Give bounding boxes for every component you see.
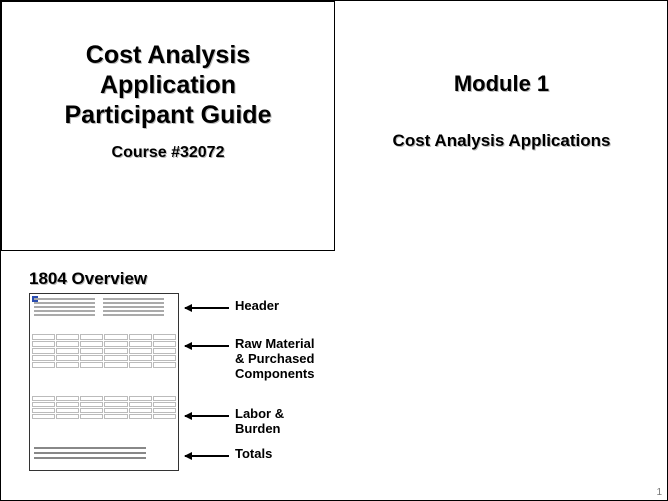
form-thumbnail — [29, 293, 179, 471]
thumb-rawmat-section — [32, 334, 176, 392]
callout-labor: Labor & Burden — [185, 407, 327, 437]
callout-label-totals: Totals — [235, 447, 272, 462]
thumb-header-section — [32, 296, 176, 330]
arrow-left-icon — [185, 415, 229, 417]
overview-diagram: Header Raw Material & Purchased Componen… — [29, 293, 327, 471]
page-number: 1 — [656, 487, 662, 498]
cover-title-line3: Participant Guide — [65, 101, 272, 129]
arrow-left-icon — [185, 455, 229, 457]
empty-panel: 1 — [335, 251, 668, 501]
cover-title-line1: Cost Analysis — [86, 41, 250, 69]
course-number: Course #32072 — [112, 144, 225, 162]
overview-panel: 1804 Overview — [1, 251, 335, 501]
cover-title: Cost Analysis Application Participant Gu… — [65, 40, 272, 130]
module-subtitle: Cost Analysis Applications — [393, 131, 611, 151]
thumb-totals-section — [32, 444, 176, 468]
arrow-left-icon — [185, 345, 229, 347]
callout-header: Header — [185, 299, 279, 314]
callout-rawmat: Raw Material & Purchased Components — [185, 337, 327, 382]
cover-title-line2: Application — [100, 71, 236, 99]
callout-label-rawmat: Raw Material & Purchased Components — [235, 337, 327, 382]
overview-title: 1804 Overview — [29, 269, 327, 289]
module-panel: Module 1 Cost Analysis Applications — [335, 1, 668, 251]
arrow-left-icon — [185, 307, 229, 309]
thumb-labor-section — [32, 396, 176, 440]
callout-label-labor: Labor & Burden — [235, 407, 327, 437]
callout-label-header: Header — [235, 299, 279, 314]
module-title: Module 1 — [454, 71, 549, 97]
cover-panel: Cost Analysis Application Participant Gu… — [1, 1, 335, 251]
callout-totals: Totals — [185, 447, 272, 462]
